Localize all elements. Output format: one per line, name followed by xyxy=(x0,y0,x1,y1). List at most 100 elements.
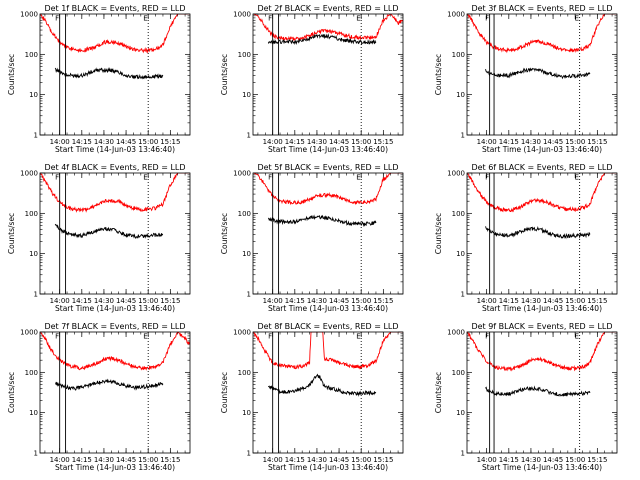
x-tick-label: 14:00 xyxy=(477,138,497,146)
y-tick-label: 1000 xyxy=(447,329,465,337)
y-tick-label: 10 xyxy=(456,91,465,99)
y-tick-label: 1 xyxy=(34,450,38,458)
x-tick-label: 14:45 xyxy=(329,297,349,305)
x-tick-label: 14:45 xyxy=(329,138,349,146)
panel-title: Det 2f BLACK = Events, RED = LLD xyxy=(257,4,398,13)
series-black-line xyxy=(267,373,377,397)
marker-label: F xyxy=(485,333,489,341)
x-axis-label: Start Time (14-Jun-03 13:46:40) xyxy=(482,145,602,154)
y-tick-label: 1000 xyxy=(447,11,465,19)
x-tick-label: 14:30 xyxy=(94,456,114,464)
plot-frame xyxy=(466,331,618,454)
x-tick-label: 15:00 xyxy=(565,138,585,146)
marker-label: E xyxy=(356,15,360,23)
x-axis-label: Start Time (14-Jun-03 13:46:40) xyxy=(482,463,602,472)
y-tick-label: 1 xyxy=(247,291,251,299)
y-axis-label: Counts/sec xyxy=(220,372,229,413)
marker-label: E xyxy=(356,174,360,182)
panel-title: Det 1f BLACK = Events, RED = LLD xyxy=(44,4,185,13)
marker-label: E xyxy=(143,333,147,341)
x-tick-label: 14:15 xyxy=(285,138,305,146)
x-tick-label: 15:00 xyxy=(565,456,585,464)
x-tick-label: 14:00 xyxy=(477,297,497,305)
x-axis-label: Start Time (14-Jun-03 13:46:40) xyxy=(482,304,602,313)
x-tick-label: 14:30 xyxy=(307,138,327,146)
x-tick-label: 15:15 xyxy=(373,456,393,464)
x-tick-label: 14:15 xyxy=(72,456,92,464)
x-tick-label: 14:30 xyxy=(521,138,541,146)
y-tick-label: 1000 xyxy=(20,170,38,178)
x-tick-label: 14:45 xyxy=(543,138,563,146)
series-black-line xyxy=(485,385,591,397)
x-tick-label: 14:30 xyxy=(94,138,114,146)
x-tick-label: 14:15 xyxy=(499,297,519,305)
y-tick-label: 10 xyxy=(242,250,251,258)
x-tick-label: 14:00 xyxy=(263,138,283,146)
plot-frame xyxy=(466,13,618,136)
x-tick-label: 14:15 xyxy=(499,456,519,464)
x-tick-label: 14:00 xyxy=(50,138,70,146)
x-tick-label: 15:00 xyxy=(351,456,371,464)
series-black-line xyxy=(54,223,164,239)
series-red-line xyxy=(40,14,190,54)
y-tick-label: 10 xyxy=(456,250,465,258)
x-tick-label: 14:00 xyxy=(50,456,70,464)
y-axis-label: Counts/sec xyxy=(7,213,16,254)
y-tick-label: 100 xyxy=(452,51,465,59)
marker-label: E xyxy=(575,174,579,182)
y-tick-label: 100 xyxy=(238,210,251,218)
panel-5: Det 5f BLACK = Events, RED = LLD 1 10 100 10… xyxy=(220,163,404,313)
x-tick-label: 15:15 xyxy=(587,138,607,146)
y-tick-label: 1 xyxy=(34,132,38,140)
series-black-line xyxy=(267,214,377,228)
marker-label: F xyxy=(268,15,272,23)
y-axis-label: Counts/sec xyxy=(7,54,16,95)
x-tick-label: 14:00 xyxy=(263,456,283,464)
x-tick-label: 15:15 xyxy=(587,297,607,305)
y-tick-label: 1000 xyxy=(20,329,38,337)
panel-title: Det 8f BLACK = Events, RED = LLD xyxy=(257,322,398,331)
y-axis-label: Counts/sec xyxy=(7,372,16,413)
x-tick-label: 15:15 xyxy=(587,456,607,464)
y-tick-label: 10 xyxy=(242,409,251,417)
panel-title: Det 4f BLACK = Events, RED = LLD xyxy=(44,163,185,172)
marker-label: F xyxy=(268,174,272,182)
x-axis-label: Start Time (14-Jun-03 13:46:40) xyxy=(55,145,175,154)
marker-label: F xyxy=(485,174,489,182)
x-tick-label: 14:45 xyxy=(329,456,349,464)
y-axis-label: Counts/sec xyxy=(220,213,229,254)
marker-label: F xyxy=(55,174,59,182)
x-tick-label: 15:00 xyxy=(138,297,158,305)
series-group xyxy=(40,173,190,239)
x-tick-label: 15:15 xyxy=(160,138,180,146)
y-tick-label: 10 xyxy=(29,409,38,417)
series-group xyxy=(467,14,617,80)
y-tick-label: 1 xyxy=(461,450,465,458)
x-axis-label: Start Time (14-Jun-03 13:46:40) xyxy=(55,304,175,313)
series-red-line xyxy=(40,173,190,213)
series-black-line xyxy=(267,33,377,46)
plot-frame xyxy=(252,13,404,136)
marker-label: E xyxy=(143,15,147,23)
y-tick-label: 10 xyxy=(29,250,38,258)
plot-frame xyxy=(252,172,404,295)
x-axis-label: Start Time (14-Jun-03 13:46:40) xyxy=(268,304,388,313)
panel-3: Det 3f BLACK = Events, RED = LLD 1 10 100 10… xyxy=(434,4,618,154)
y-axis-label: Counts/sec xyxy=(220,54,229,95)
y-tick-label: 100 xyxy=(25,369,38,377)
series-group xyxy=(467,173,617,240)
panel-title: Det 6f BLACK = Events, RED = LLD xyxy=(471,163,612,172)
series-red-line xyxy=(40,332,190,371)
panel-2: Det 2f BLACK = Events, RED = LLD 1 10 100 10… xyxy=(220,4,404,154)
panel-7: Det 7f BLACK = Events, RED = LLD 1 10 100 10… xyxy=(7,322,191,472)
series-red-line xyxy=(467,14,617,54)
x-tick-label: 14:00 xyxy=(263,297,283,305)
series-group xyxy=(253,173,403,228)
x-tick-label: 14:45 xyxy=(116,456,136,464)
y-tick-label: 100 xyxy=(452,369,465,377)
x-tick-label: 14:45 xyxy=(116,138,136,146)
y-axis-label: Counts/sec xyxy=(434,372,443,413)
x-tick-label: 14:30 xyxy=(307,456,327,464)
x-tick-label: 14:30 xyxy=(94,297,114,305)
